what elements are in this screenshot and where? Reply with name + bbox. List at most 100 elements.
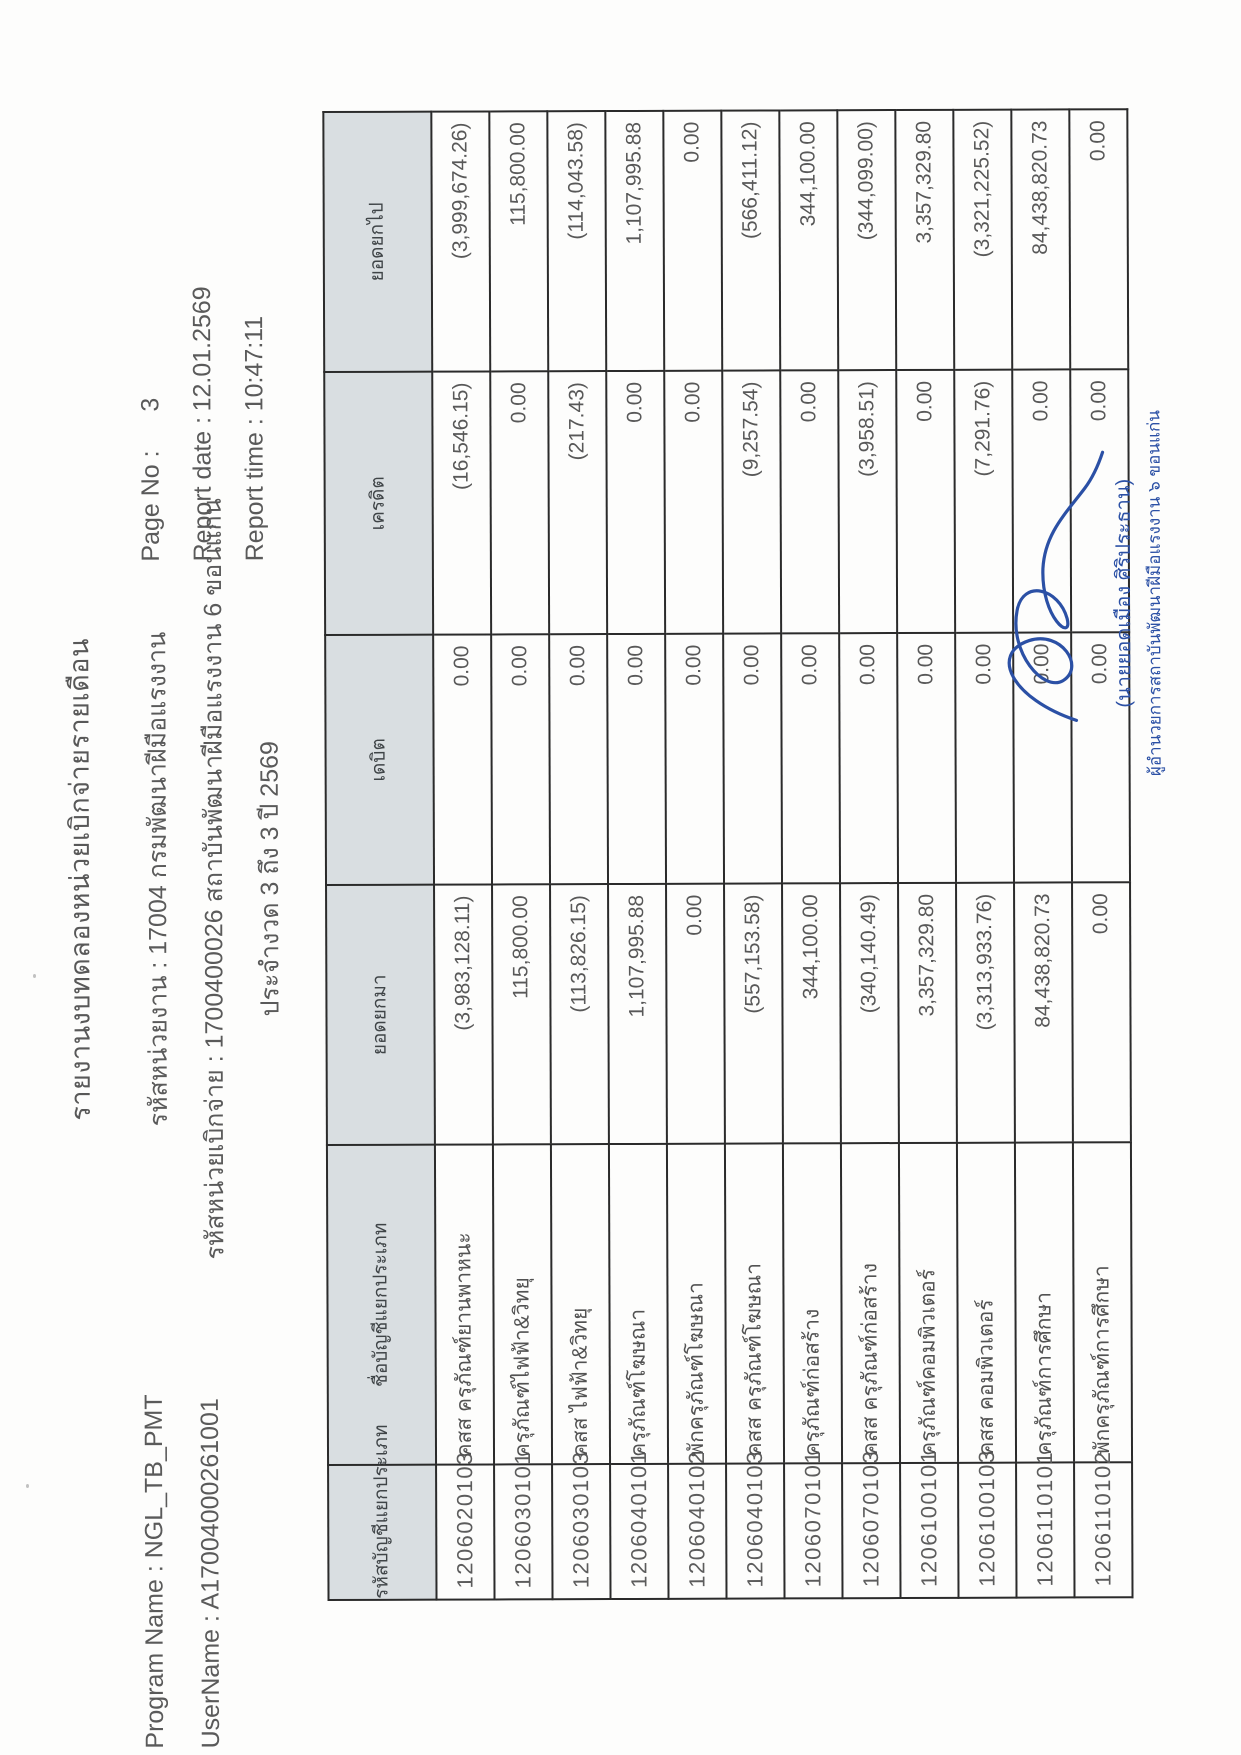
- period-line: ประจำงวด 3 ถึง 3 ปี 2569: [255, 741, 285, 1017]
- report-time-row: Report time : 10:47:11: [240, 286, 270, 562]
- column-header-debit: เดบิต: [325, 634, 435, 886]
- credit-cell: (16,546.15): [432, 371, 492, 635]
- scan-speck: [26, 1484, 29, 1488]
- column-header-credit: เครดิต: [324, 371, 434, 636]
- balance-bf-cell: (557,153.58): [724, 883, 783, 1144]
- account-name-cell: คสส ไฟฟ้า&วิทยุ: [550, 1144, 611, 1465]
- balance-cf-cell: 84,438,820.73: [1011, 109, 1071, 370]
- balance-cf-cell: (566,411.12): [721, 110, 781, 371]
- balance-cf-cell: (3,321,225.52): [953, 109, 1013, 370]
- account-name-cell: พักครุภัณฑ์การศึกษา: [1072, 1142, 1133, 1463]
- account-code-cell: 1206040103: [726, 1450, 785, 1599]
- account-code-cell: 1206070103: [842, 1450, 901, 1599]
- column-header-balance-brought-forward: ยอดยกมา: [326, 884, 435, 1146]
- table-row: 1206020103 คสส ครุภัณฑ์ยานพาหนะ (3,983,1…: [431, 111, 495, 1600]
- page-no-value: 3: [136, 397, 165, 412]
- page-no-label: Page No :: [136, 450, 165, 562]
- approver-name: (นายยอดเมือง ศิริประธาน): [1112, 478, 1136, 708]
- page-no-row: Page No : 3: [136, 286, 166, 562]
- balance-cf-cell: 344,100.00: [779, 110, 839, 371]
- account-code-cell: 1206030103: [552, 1451, 611, 1600]
- table-row: 1206040101 ครุภัณฑ์โฆษณา 1,107,995.88 0.…: [605, 110, 669, 1600]
- report-date-label: Report date :: [188, 416, 217, 562]
- account-code-cell: 1206020103: [436, 1451, 495, 1600]
- debit-cell: 0.00: [433, 634, 493, 885]
- table-row: 1206030103 คสส ไฟฟ้า&วิทยุ (113,826.15) …: [547, 111, 611, 1600]
- balance-bf-cell: (113,826.15): [550, 884, 609, 1145]
- debit-cell: 0.00: [549, 634, 609, 885]
- balance-cf-cell: 1,107,995.88: [605, 110, 665, 372]
- table-row: 1206040103 คสส ครุภัณฑ์โฆษณา (557,153.58…: [721, 110, 785, 1599]
- disbursement-unit-line: รหัสหน่วยเบิกจ่าย : 1700400026 สถาบันพัฒ…: [198, 498, 230, 1260]
- account-name-cell: ครุภัณฑ์ไฟฟ้า&วิทยุ: [492, 1144, 553, 1465]
- table-row: 1206030101 ครุภัณฑ์ไฟฟ้า&วิทยุ 115,800.0…: [489, 111, 553, 1600]
- table-row: 1206110101 ครุภัณฑ์การศึกษา 84,438,820.7…: [1011, 109, 1075, 1598]
- report-time-label: Report time :: [240, 418, 269, 562]
- approval-signature-block: (นายยอดเมือง ศิริประธาน) ผู้อำนวยการสถาบ…: [980, 410, 1165, 776]
- table-header-row: รหัสบัญชีแยกประเภท ชื่อบัญชีแยกประเภท ยอ…: [323, 111, 437, 1601]
- account-code-cell: 1206040101: [610, 1451, 669, 1600]
- balance-bf-cell: 0.00: [1072, 882, 1131, 1143]
- account-name-cell: คสส ครุภัณฑ์ก่อสร้าง: [840, 1143, 901, 1464]
- table-row: 1206040102 พักครุภัณฑ์โฆษณา 0.00 0.00 0.…: [663, 110, 727, 1599]
- signature-ink-icon: [1007, 450, 1105, 723]
- scan-speck: [33, 974, 36, 978]
- balance-cf-cell: (3,999,674.26): [431, 111, 491, 372]
- account-name-cell: ครุภัณฑ์คอมพิวเตอร์: [898, 1142, 959, 1464]
- balance-bf-cell: 115,800.00: [492, 884, 551, 1145]
- account-code-cell: 1206040102: [668, 1450, 727, 1599]
- balance-cf-cell: 0.00: [663, 110, 723, 371]
- account-code-cell: 1206110101: [1016, 1451, 1075, 1598]
- account-name-cell: คสส คอมพิวเตอร์: [956, 1142, 1017, 1463]
- balance-cf-cell: (114,043.58): [547, 111, 607, 372]
- table-row: 1206070101 ครุภัณฑ์ก่อสร้าง 344,100.00 0…: [779, 110, 843, 1599]
- debit-cell: 0.00: [665, 633, 725, 884]
- credit-cell: 0.00: [664, 370, 724, 634]
- column-header-account-name: ชื่อบัญชีแยกประเภท: [326, 1144, 437, 1466]
- trial-balance-table: รหัสบัญชีแยกประเภท ชื่อบัญชีแยกประเภท ยอ…: [322, 108, 1133, 1601]
- debit-cell: 0.00: [723, 633, 783, 884]
- table-row: 1206110102 พักครุภัณฑ์การศึกษา 0.00 0.00…: [1069, 109, 1133, 1598]
- column-header-account-code: รหัสบัญชีแยกประเภท: [328, 1424, 437, 1601]
- credit-cell: (3,958.51): [838, 370, 898, 634]
- table-row: 1206100101 ครุภัณฑ์คอมพิวเตอร์ 3,357,329…: [895, 109, 959, 1599]
- table-row: 1206070103 คสส ครุภัณฑ์ก่อสร้าง (340,140…: [837, 110, 901, 1599]
- report-date-value: 12.01.2569: [187, 286, 217, 412]
- debit-cell: 0.00: [607, 633, 667, 885]
- debit-cell: 0.00: [491, 634, 551, 885]
- account-code-cell: 1206100103: [958, 1449, 1017, 1598]
- account-code-cell: 1206030101: [494, 1451, 553, 1600]
- balance-bf-cell: 344,100.00: [782, 883, 841, 1144]
- balance-cf-cell: 0.00: [1069, 109, 1129, 370]
- column-header-balance-carried-forward: ยอดยกไป: [323, 111, 433, 373]
- balance-cf-cell: 115,800.00: [489, 111, 549, 372]
- balance-bf-cell: 3,357,329.80: [898, 882, 957, 1144]
- account-name-cell: ครุภัณฑ์ก่อสร้าง: [782, 1143, 843, 1464]
- balance-bf-cell: 1,107,995.88: [608, 883, 667, 1145]
- balance-cf-cell: (344,099.00): [837, 110, 897, 371]
- agency-code-line: รหัสหน่วยงาน : 17004 กรมพัฒนาฝีมือแรงงาน: [143, 631, 173, 1127]
- credit-cell: (9,257.54): [722, 370, 782, 634]
- account-name-cell: คสส ครุภัณฑ์ยานพาหนะ: [434, 1144, 495, 1465]
- report-date-row: Report date : 12.01.2569: [188, 286, 218, 561]
- credit-cell: 0.00: [606, 370, 666, 635]
- credit-cell: (217.43): [548, 371, 608, 635]
- account-name-cell: คสส ครุภัณฑ์โฆษณา: [724, 1143, 785, 1464]
- balance-bf-cell: (3,983,128.11): [434, 884, 493, 1145]
- credit-cell: 0.00: [780, 370, 840, 634]
- account-code-cell: 1206100101: [900, 1450, 959, 1599]
- table-row: 1206100103 คสส คอมพิวเตอร์ (3,313,933.76…: [953, 109, 1017, 1598]
- account-name-cell: ครุภัณฑ์โฆษณา: [608, 1143, 669, 1465]
- debit-cell: 0.00: [897, 632, 957, 884]
- credit-cell: 0.00: [490, 371, 550, 635]
- balance-bf-cell: (3,313,933.76): [956, 882, 1015, 1143]
- account-code-cell: 1206110102: [1074, 1451, 1133, 1598]
- balance-bf-cell: (340,140.49): [840, 883, 899, 1144]
- debit-cell: 0.00: [781, 633, 841, 884]
- account-code-cell: 1206070101: [784, 1450, 843, 1599]
- balance-bf-cell: 0.00: [666, 883, 725, 1144]
- balance-bf-cell: 84,438,820.73: [1014, 882, 1073, 1143]
- credit-cell: 0.00: [896, 369, 956, 634]
